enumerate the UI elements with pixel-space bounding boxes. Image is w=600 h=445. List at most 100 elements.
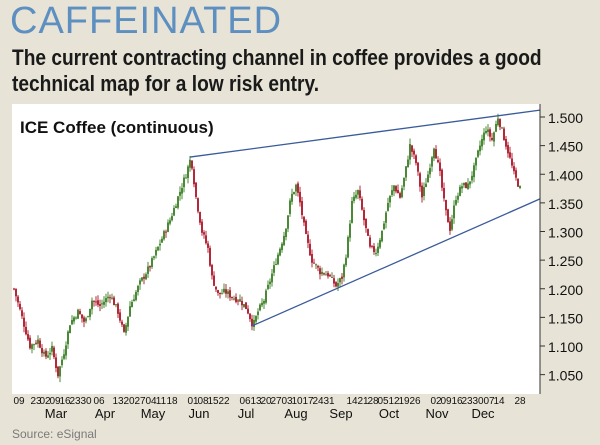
candle-body: [179, 191, 181, 196]
candle-body: [269, 281, 271, 285]
candle-body: [41, 347, 43, 354]
candle-body: [173, 208, 175, 216]
candle-body: [465, 182, 467, 189]
x-month-label: Jul: [238, 406, 255, 421]
candle-body: [229, 290, 231, 298]
candle-body: [119, 312, 121, 321]
candle-body: [141, 277, 143, 281]
candle-body: [197, 198, 199, 212]
candle-body: [245, 302, 247, 309]
candle-body: [285, 228, 287, 238]
candle-body: [243, 304, 245, 307]
y-tick-label: 1.300: [548, 225, 583, 241]
candle-body: [495, 123, 497, 132]
candle-body: [471, 175, 473, 181]
candle-body: [449, 221, 451, 231]
candle-body: [347, 237, 349, 258]
candle-body: [101, 303, 103, 305]
x-day-label: 02: [39, 396, 51, 407]
x-day-label: 27: [270, 396, 282, 407]
candle-body: [401, 188, 403, 198]
candle-body: [323, 273, 325, 275]
x-day-label: 12: [388, 396, 400, 407]
candle-body: [381, 230, 383, 242]
candle-body: [363, 209, 365, 221]
headline: CAFFEINATED: [10, 0, 283, 42]
candle-body: [505, 139, 507, 147]
candle-body: [15, 288, 17, 297]
candle-body: [75, 317, 77, 319]
candle-body: [393, 185, 395, 192]
x-day-label: 10: [291, 396, 303, 407]
candle-body: [283, 235, 285, 246]
candle-body: [195, 182, 197, 197]
x-day-label: 23: [30, 396, 42, 407]
candle-body: [21, 310, 23, 317]
candle-body: [205, 235, 207, 244]
candle-body: [339, 278, 341, 283]
candle-body: [457, 195, 459, 200]
candle-body: [429, 168, 431, 175]
candle-body: [467, 183, 469, 189]
x-month-label: Sep: [329, 406, 352, 421]
candle-body: [477, 150, 479, 157]
candle-body: [341, 276, 343, 279]
candle-body: [223, 288, 225, 293]
candle-body: [87, 316, 89, 318]
candle-body: [361, 198, 363, 210]
candle-body: [33, 344, 35, 346]
x-day-label: 07: [483, 396, 495, 407]
x-day-label: 26: [409, 396, 421, 407]
candle-body: [177, 196, 179, 208]
candle-body: [207, 243, 209, 248]
candle-body: [439, 162, 441, 171]
candle-body: [105, 298, 107, 303]
candle-body: [95, 301, 97, 303]
x-day-label: 16: [59, 396, 71, 407]
candle-body: [81, 314, 83, 319]
x-day-label: 06: [93, 396, 105, 407]
chart-title: ICE Coffee (continuous): [20, 118, 214, 137]
candle-body: [139, 280, 141, 285]
y-tick-label: 1.200: [548, 282, 583, 298]
candles: [13, 113, 521, 383]
candle-body: [403, 177, 405, 187]
candle-body: [167, 222, 169, 232]
candle-body: [479, 145, 481, 152]
x-day-label: 19: [398, 396, 410, 407]
candle-body: [421, 185, 423, 198]
candle-body: [169, 220, 171, 224]
candle-body: [321, 271, 323, 275]
candle-body: [237, 300, 239, 302]
y-tick-label: 1.450: [548, 139, 583, 155]
candle-body: [209, 247, 211, 266]
candle-body: [475, 157, 477, 166]
candle-body: [49, 352, 51, 355]
candle-body: [357, 190, 359, 195]
candle-body: [335, 282, 337, 287]
candle-body: [489, 129, 491, 137]
candle-body: [143, 276, 145, 279]
candle-body: [297, 183, 299, 193]
candle-body: [131, 301, 133, 308]
candle-body: [441, 169, 443, 188]
x-day-label: 15: [207, 396, 219, 407]
candle-body: [67, 331, 69, 345]
lower-trendline: [251, 198, 541, 327]
plot-area: [12, 104, 540, 394]
x-day-label: 01: [187, 396, 199, 407]
candle-body: [365, 218, 367, 228]
candle-body: [109, 297, 111, 299]
x-day-label: 22: [218, 396, 230, 407]
candle-body: [213, 275, 215, 286]
candle-body: [515, 170, 517, 178]
candle-body: [165, 231, 167, 233]
candle-body: [325, 274, 327, 276]
candle-body: [129, 306, 131, 317]
candle-body: [383, 223, 385, 230]
x-day-label: 23: [69, 396, 81, 407]
candle-body: [121, 321, 123, 325]
x-day-label: 14: [346, 396, 358, 407]
x-day-label: 09: [440, 396, 452, 407]
y-tick-label: 1.500: [548, 110, 583, 126]
